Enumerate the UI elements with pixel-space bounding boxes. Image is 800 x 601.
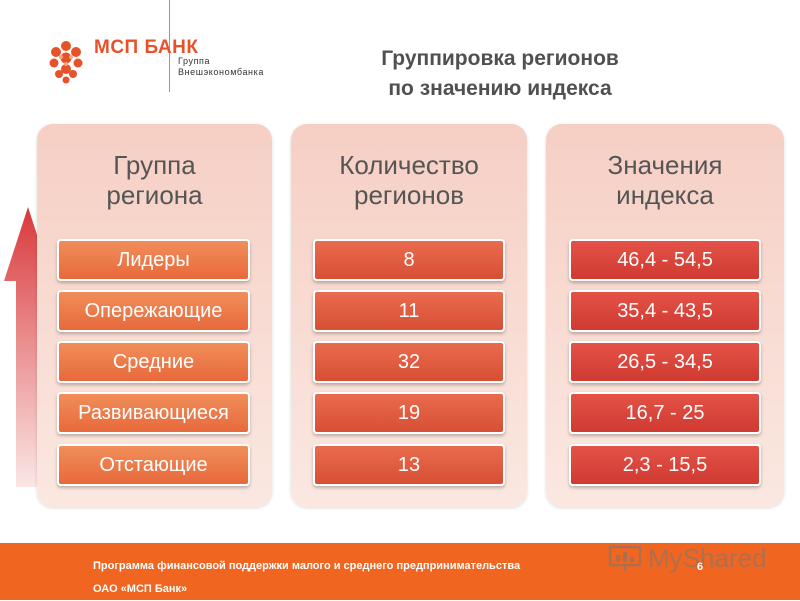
footer-line1: Программа финансовой поддержки малого и …: [93, 560, 521, 572]
logo-sub-line1: Группа: [178, 56, 211, 66]
footer-bar: Программа финансовой поддержки малого и …: [0, 543, 800, 600]
index-chip: 16,7 - 25: [569, 392, 761, 434]
msp-bank-logo: МСП БАНК Группа Внешэкономбанка: [46, 34, 286, 94]
title-line2: по значению индекса: [388, 77, 612, 100]
index-chip: 46,4 - 54,5: [569, 239, 761, 281]
watermark-text: MyShared: [648, 543, 767, 573]
logo-subtitle: Группа Внешэкономбанка: [178, 56, 264, 78]
group-chip-leaders: Лидеры: [57, 239, 250, 281]
index-chip: 35,4 - 43,5: [569, 290, 761, 332]
footer-line2: ОАО «МСП Банк»: [93, 583, 188, 595]
index-chip: 26,5 - 34,5: [569, 341, 761, 383]
page-number: 6: [697, 561, 704, 573]
group-chip-lagging: Отстающие: [57, 444, 250, 486]
title-line1: Группировка регионов: [381, 47, 619, 70]
count-column-header: Количество регионов: [291, 150, 527, 210]
header-divider: [169, 0, 170, 92]
group-chip-advancing: Опережающие: [57, 290, 250, 332]
logo-flower-icon: [49, 41, 83, 84]
count-chip: 19: [313, 392, 505, 434]
page-title: Группировка регионов по значению индекса: [320, 44, 680, 104]
count-column: Количество регионов 8 11 32 19 13: [291, 124, 527, 507]
logo-name: МСП БАНК: [94, 37, 199, 58]
count-chip: 13: [313, 444, 505, 486]
group-chip-average: Средние: [57, 341, 250, 383]
footer-text: Программа финансовой поддержки малого и …: [93, 555, 520, 601]
count-chip: 32: [313, 341, 505, 383]
count-chip: 8: [313, 239, 505, 281]
group-chip-developing: Развивающиеся: [57, 392, 250, 434]
group-column: Группа региона Лидеры Опережающие Средни…: [37, 124, 272, 507]
group-header-line1: Группа: [113, 150, 196, 180]
group-header-line2: региона: [106, 180, 203, 210]
group-column-header: Группа региона: [37, 150, 272, 210]
index-column: Значения индекса 46,4 - 54,5 35,4 - 43,5…: [546, 124, 784, 507]
index-header-line2: индекса: [616, 180, 714, 210]
watermark: MyShared: [608, 543, 778, 573]
count-header-line1: Количество: [339, 150, 479, 180]
presentation-icon: [608, 545, 642, 571]
index-chip: 2,3 - 15,5: [569, 444, 761, 486]
index-column-header: Значения индекса: [546, 150, 784, 210]
count-header-line2: регионов: [353, 180, 465, 210]
logo-sub-line2: Внешэкономбанка: [178, 67, 264, 77]
count-chip: 11: [313, 290, 505, 332]
index-header-line1: Значения: [607, 150, 723, 180]
